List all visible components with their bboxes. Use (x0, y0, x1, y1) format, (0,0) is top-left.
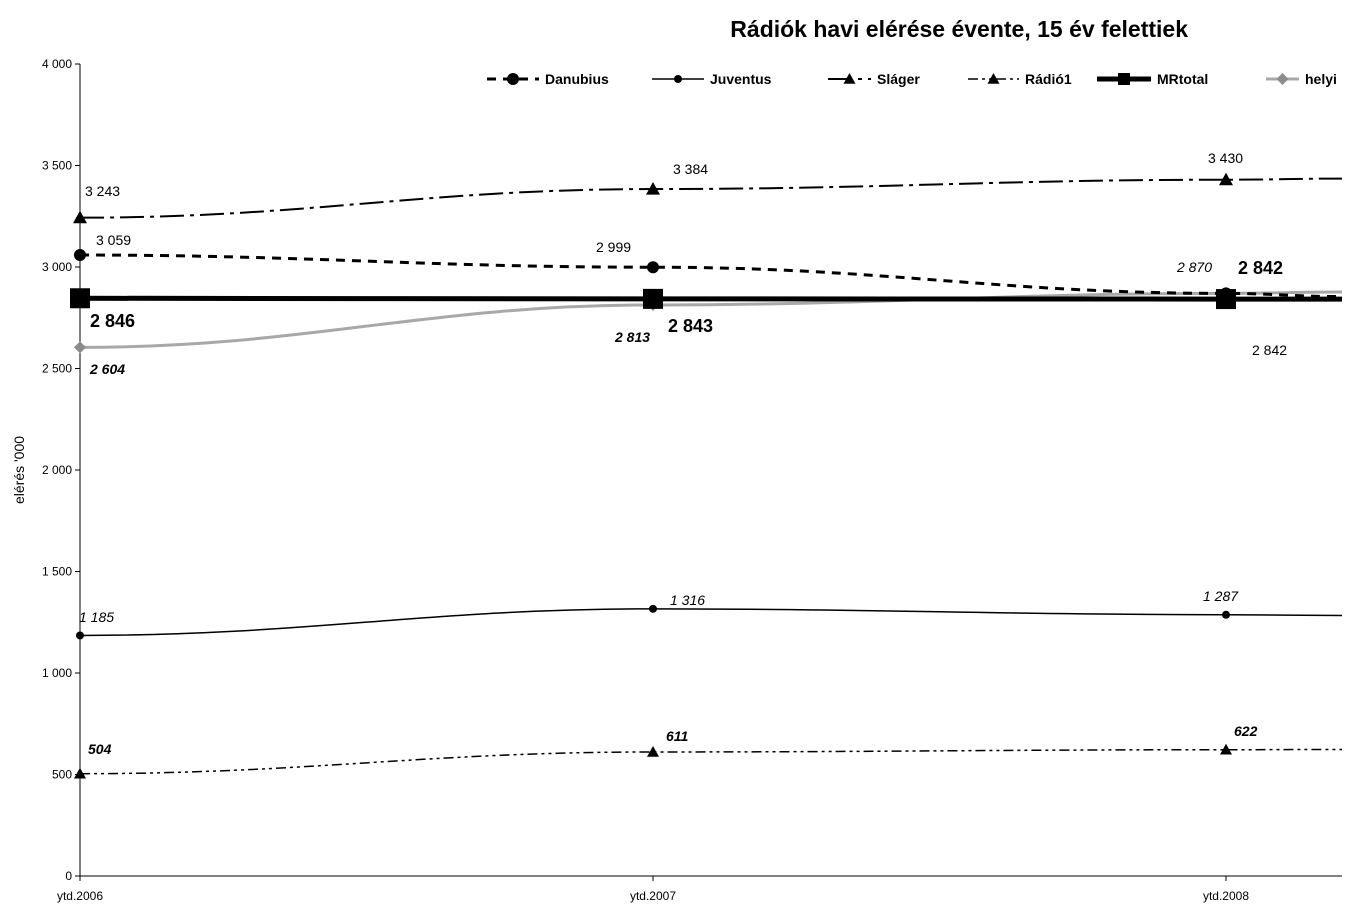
y-tick-label: 500 (52, 768, 72, 782)
series-mrtotal (70, 288, 1343, 310)
data-label: 2 870 (1176, 259, 1212, 275)
data-point (74, 341, 86, 354)
legend-item-r-di-1: Rádió1 (968, 71, 1072, 87)
data-label: 2 999 (596, 239, 631, 255)
legend-item-helyi: helyi (1266, 71, 1337, 87)
data-point (76, 631, 84, 640)
data-label: 3 059 (96, 232, 131, 248)
legend-item-mrtotal: MRtotal (1097, 71, 1208, 87)
legend-marker (507, 73, 519, 85)
data-label: 2 842 (1252, 342, 1287, 358)
legend: Danubius Juventus Sláger Rádió1 MRtotal helyi (487, 71, 1337, 87)
legend-marker (674, 75, 682, 83)
data-label: 504 (88, 741, 112, 757)
legend-item-juventus: Juventus (652, 71, 772, 87)
axes: 0 500 1 000 1 500 2 000 2 500 3 000 3 500 4 000 y… (42, 57, 1342, 903)
data-point (1222, 610, 1230, 619)
data-point (74, 767, 86, 779)
data-label: 2 842 (1238, 258, 1283, 278)
data-label: 2 843 (668, 316, 713, 336)
series-line (79, 295, 1343, 302)
legend-label: MRtotal (1157, 71, 1208, 87)
y-tick-label: 0 (65, 869, 72, 883)
legend-item-danubius: Danubius (487, 71, 609, 87)
legend-label: Juventus (710, 71, 772, 87)
data-point (70, 288, 90, 309)
data-label: 2 846 (90, 311, 135, 331)
x-tick-label: ytd.2007 (630, 889, 676, 903)
legend-label: Sláger (877, 71, 920, 87)
legend-marker (1276, 73, 1289, 85)
series-line (79, 177, 1343, 219)
data-labels: 3 243 3 384 3 430 3 059 2 999 2 870 2 842 2 846… (79, 150, 1287, 757)
data-label: 3 243 (85, 183, 120, 199)
series-danubius (74, 249, 1343, 300)
data-point (1219, 172, 1233, 186)
data-label: 1 316 (670, 592, 705, 608)
y-tick-label: 2 500 (42, 362, 72, 376)
y-tick-label: 2 000 (42, 463, 72, 477)
x-tick-label: ytd.2006 (57, 889, 103, 903)
data-label: 1 185 (79, 609, 114, 625)
legend-item-sl-ger: Sláger (828, 71, 920, 87)
y-tick-label: 1 000 (42, 666, 72, 680)
data-label: 2 813 (614, 329, 650, 345)
data-point (74, 249, 86, 262)
series-juventus (76, 604, 1343, 640)
y-tick-label: 3 000 (42, 260, 72, 274)
chart-title: Rádiók havi elérése évente, 15 év felett… (730, 16, 1188, 42)
y-tick-label: 1 500 (42, 565, 72, 579)
data-point (643, 288, 663, 309)
x-tick-label: ytd.2008 (1203, 889, 1249, 903)
data-label: 622 (1234, 723, 1258, 739)
data-point (647, 745, 659, 757)
data-point (647, 261, 659, 274)
data-label: 3 430 (1208, 150, 1243, 166)
legend-marker (987, 73, 1000, 84)
series-line (79, 748, 1343, 775)
series-line (79, 608, 1343, 637)
legend-marker (1118, 73, 1130, 85)
data-point (646, 182, 660, 195)
data-label: 3 384 (673, 161, 708, 177)
legend-label: Rádió1 (1025, 71, 1072, 87)
data-point (73, 210, 87, 224)
data-label: 2 604 (89, 361, 125, 377)
data-point (649, 604, 657, 613)
data-label: 611 (666, 728, 689, 744)
y-tick-label: 3 500 (42, 159, 72, 173)
series-sl-ger (73, 172, 1343, 224)
data-point (1220, 743, 1232, 755)
legend-label: helyi (1305, 71, 1337, 87)
y-axis-label: elérés '000 (11, 436, 27, 504)
data-label: 1 287 (1203, 588, 1239, 604)
legend-label: Danubius (545, 71, 609, 87)
series-r-di-1 (74, 743, 1343, 779)
series-line (79, 253, 1343, 299)
y-tick-label: 4 000 (42, 57, 72, 71)
legend-marker (843, 73, 856, 84)
series-layer (70, 172, 1343, 779)
data-point (1216, 289, 1236, 310)
